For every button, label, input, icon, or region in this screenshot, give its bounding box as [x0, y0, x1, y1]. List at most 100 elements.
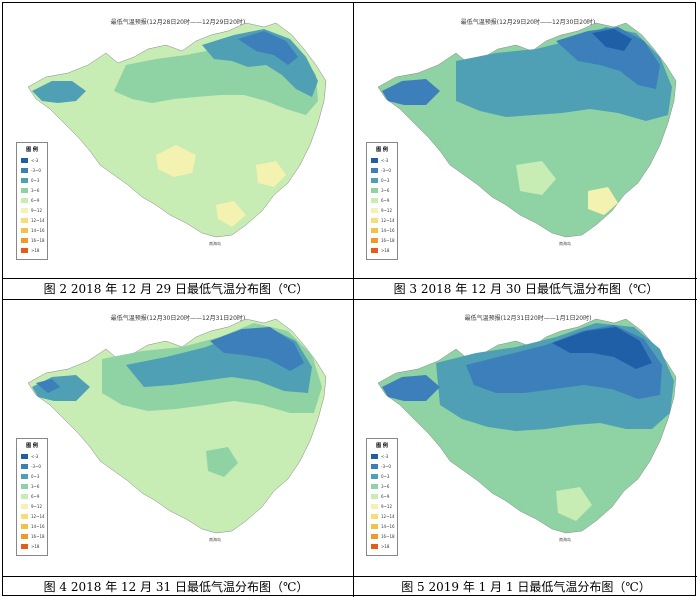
legend-label: 3~6 [381, 188, 390, 193]
legend-item: 14~16 [371, 523, 397, 530]
map-panel-4: 最低气温预报(12月31日20时——1月1日20时) 南海岛 图 例 <-3 -3… [356, 301, 700, 573]
legend-item: <-3 [21, 453, 47, 460]
legend-swatch [371, 484, 378, 489]
legend-item: 6~9 [371, 197, 397, 204]
legend-item: <-3 [371, 157, 397, 164]
legend-label: 3~6 [381, 484, 390, 489]
legend-item: 9~12 [21, 207, 47, 214]
legend-label: -3~0 [31, 168, 41, 173]
legend-label: 0~3 [31, 178, 40, 183]
legend-swatch [371, 494, 378, 499]
legend-item: 0~3 [371, 473, 397, 480]
legend-item: <-3 [371, 453, 397, 460]
legend-label: 9~12 [381, 504, 392, 509]
legend-item: 0~3 [371, 177, 397, 184]
legend-swatch [21, 208, 28, 213]
legend-swatch [371, 534, 378, 539]
legend-label: -3~0 [381, 464, 391, 469]
legend-swatch [21, 218, 28, 223]
legend-item: -3~0 [21, 167, 47, 174]
legend-swatch [371, 464, 378, 469]
legend-label: 14~16 [31, 228, 45, 233]
legend-item: 12~14 [371, 217, 397, 224]
legend-label: 3~6 [31, 484, 40, 489]
legend-swatch [21, 454, 28, 459]
map-panel-3: 最低气温预报(12月30日20时——12月31日20时) 南海岛 图 例 <-3… [6, 301, 350, 573]
legend-title: 图 例 [26, 147, 38, 153]
sea-label: 南海岛 [209, 537, 221, 542]
legend-swatch [371, 504, 378, 509]
legend-item: 14~16 [21, 523, 47, 530]
legend-swatch [371, 208, 378, 213]
legend-swatch [371, 218, 378, 223]
legend-item: 6~9 [371, 493, 397, 500]
legend-item: 3~6 [371, 187, 397, 194]
legend-label: 9~12 [381, 208, 392, 213]
legend-item: 6~9 [21, 493, 47, 500]
legend-label: -3~0 [381, 168, 391, 173]
legend-item: 9~12 [371, 207, 397, 214]
legend-item: >18 [371, 247, 397, 254]
legend: 图 例 <-3 -3~0 0~3 3~6 6~9 9~12 12~14 14~16 16~18 >… [366, 438, 398, 556]
legend-label: 3~6 [31, 188, 40, 193]
legend-swatch [371, 158, 378, 163]
legend-item: 0~3 [21, 177, 47, 184]
legend-item: 16~18 [21, 237, 47, 244]
temperature-map [377, 318, 677, 534]
legend-label: 14~16 [381, 228, 395, 233]
legend-item: >18 [21, 247, 47, 254]
legend-item: -3~0 [21, 463, 47, 470]
legend-swatch [371, 238, 378, 243]
legend: 图 例 <-3 -3~0 0~3 3~6 6~9 9~12 12~14 14~16 16~18 >… [16, 142, 48, 260]
caption-4: 图 5 2019 年 1 月 1 日最低气温分布图（℃） [401, 580, 651, 594]
legend-swatch [371, 248, 378, 253]
legend-swatch [21, 228, 28, 233]
legend-label: 12~14 [381, 218, 395, 223]
legend-swatch [21, 494, 28, 499]
legend-label: 16~18 [31, 534, 45, 539]
legend-label: 16~18 [381, 534, 395, 539]
legend-swatch [21, 484, 28, 489]
legend-swatch [371, 198, 378, 203]
legend-title: 图 例 [376, 147, 388, 153]
legend-swatch [371, 544, 378, 549]
legend-item: 9~12 [371, 503, 397, 510]
caption-2: 图 3 2018 年 12 月 30 日最低气温分布图（℃） [393, 282, 659, 296]
legend-swatch [21, 238, 28, 243]
legend-label: 9~12 [31, 504, 42, 509]
map-title: 最低气温预报(12月29日20时——12月30日20时) [460, 19, 596, 26]
legend-item: 0~3 [21, 473, 47, 480]
legend-swatch [21, 474, 28, 479]
legend-swatch [21, 544, 28, 549]
legend-swatch [371, 168, 378, 173]
temperature-map [27, 318, 327, 534]
map-panel-1: 最低气温预报(12月28日20时——12月29日20时) 南海岛 图 例 <-3… [6, 5, 350, 277]
sea-label: 南海岛 [559, 241, 571, 246]
legend-label: 0~3 [381, 474, 390, 479]
legend-item: 3~6 [371, 483, 397, 490]
legend-item: 12~14 [371, 513, 397, 520]
legend-item: 14~16 [371, 227, 397, 234]
legend-swatch [21, 524, 28, 529]
legend-item: 3~6 [21, 483, 47, 490]
legend-label: 12~14 [31, 514, 45, 519]
legend-label: <-3 [31, 454, 39, 459]
legend-label: 9~12 [31, 208, 42, 213]
legend-swatch [371, 524, 378, 529]
legend-swatch [371, 228, 378, 233]
grid-divider-vertical [353, 3, 354, 597]
legend-item: 16~18 [21, 533, 47, 540]
caption-1: 图 2 2018 年 12 月 29 日最低气温分布图（℃） [43, 282, 309, 296]
legend-label: >18 [31, 248, 40, 253]
legend-swatch [371, 454, 378, 459]
legend-label: <-3 [381, 454, 389, 459]
map-title: 最低气温预报(12月30日20时——12月31日20时) [110, 315, 246, 322]
grid-divider-row2 [3, 299, 697, 300]
map-panel-2: 最低气温预报(12月29日20时——12月30日20时) 南海岛 图 例 <-3… [356, 5, 700, 277]
legend: 图 例 <-3 -3~0 0~3 3~6 6~9 9~12 12~14 14~16 16~18 >… [366, 142, 398, 260]
legend-label: <-3 [381, 158, 389, 163]
legend-swatch [21, 464, 28, 469]
legend-title: 图 例 [26, 443, 38, 449]
legend-label: 14~16 [381, 524, 395, 529]
